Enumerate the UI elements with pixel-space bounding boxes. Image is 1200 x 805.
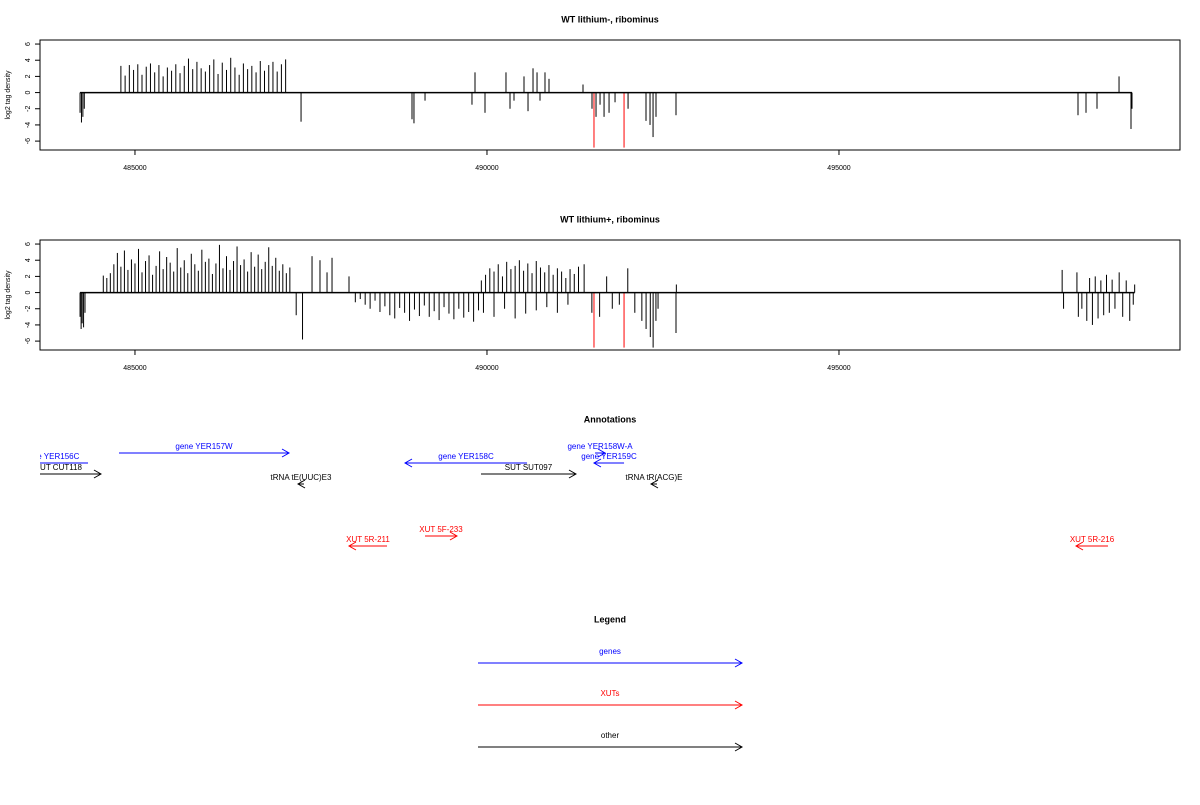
arrow-head: [449, 531, 458, 541]
y-tick-label: 6: [25, 42, 32, 46]
legend-label: genes: [599, 647, 621, 656]
feature-label: SUT SUT097: [505, 463, 553, 472]
y-tick-label: 4: [25, 58, 32, 62]
y-tick-label: 2: [25, 74, 32, 78]
legend-arrow-head: [734, 658, 744, 668]
plot-frame: [39, 239, 1181, 351]
y-tick-label: 6: [25, 242, 32, 246]
x-tick-label: 485000: [123, 165, 146, 172]
x-tick-label: 495000: [827, 365, 850, 372]
arrow-head: [650, 479, 659, 489]
arrow-head: [1075, 541, 1084, 551]
arrow-head: [592, 458, 602, 468]
feature-label: tRNA tE(UUC)E3: [271, 473, 332, 482]
y-tick-label: -4: [25, 322, 32, 328]
annotations: gene YER156C gene YER157W gene YER158C gene…: [15, 442, 1115, 551]
feature-label: gene YER158W-A: [567, 442, 633, 451]
plot-frame: [39, 39, 1181, 151]
arrow-head: [15, 459, 22, 467]
legend-title: Legend: [594, 614, 626, 624]
x-tick-label: 490000: [475, 165, 498, 172]
y-tick-label: 0: [25, 91, 32, 95]
arrow-head: [347, 541, 357, 551]
y-tick-label: -6: [25, 138, 32, 144]
arrow-head: [597, 448, 607, 458]
arrow-head: [281, 448, 291, 458]
legend-label: other: [601, 731, 620, 740]
arrow-head: [297, 479, 306, 489]
feature-label: XUT 5R-211: [346, 535, 390, 544]
x-tick-label: 490000: [475, 365, 498, 372]
panel-title: WT lithium+, ribominus: [560, 214, 660, 224]
feature-label: gene YER159C: [581, 452, 637, 461]
feature-label: XUT 5F-233: [419, 525, 463, 534]
feature-label: gene YER156C: [24, 452, 80, 461]
arrow-head: [93, 469, 102, 479]
legend-label: XUTs: [600, 689, 619, 698]
y-tick-label: -4: [25, 122, 32, 128]
legend-arrow-head: [734, 742, 744, 752]
panel-title: WT lithium-, ribominus: [561, 14, 659, 24]
arrow-head: [404, 458, 413, 468]
y-axis-label: log2 tag density: [5, 270, 12, 320]
feature-label: gene YER157W: [175, 442, 233, 451]
y-tick-label: 0: [25, 291, 32, 295]
panel-title: Annotations: [584, 414, 637, 424]
spikes: [79, 57, 1133, 148]
y-tick-label: 2: [25, 274, 32, 278]
feature-label: XUT 5R-216: [1070, 535, 1115, 544]
y-tick-label: 4: [25, 258, 32, 262]
legend-arrow-head: [734, 700, 744, 710]
arrow-head: [568, 469, 577, 479]
feature-label: CUT CUT118: [34, 463, 82, 472]
y-tick-label: -2: [25, 306, 32, 312]
y-axis-label: log2 tag density: [5, 70, 12, 120]
y-tick-label: -6: [25, 338, 32, 344]
x-tick-label: 495000: [827, 165, 850, 172]
y-tick-label: -2: [25, 106, 32, 112]
feature-label: tRNA tR(ACG)E: [626, 473, 683, 482]
x-tick-label: 485000: [123, 365, 146, 372]
feature-label: gene YER158C: [438, 452, 494, 461]
spikes: [79, 244, 1136, 348]
